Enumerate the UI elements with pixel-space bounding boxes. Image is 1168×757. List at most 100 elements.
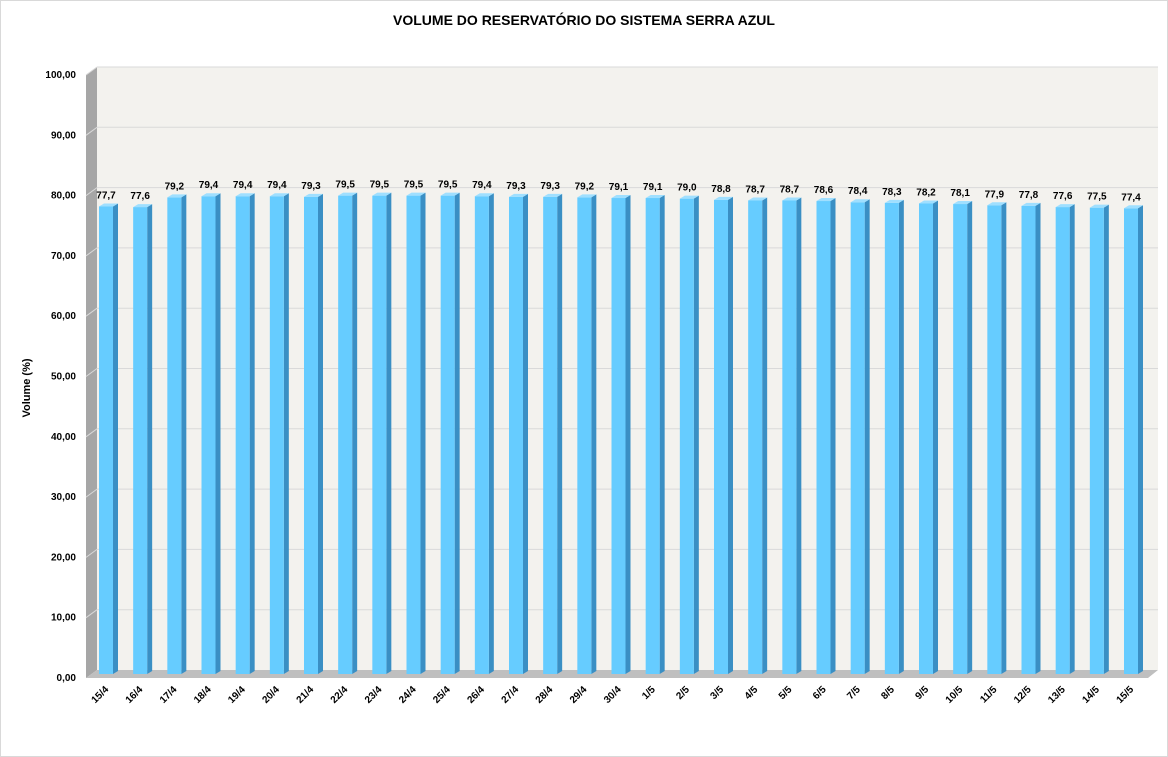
bar-side xyxy=(728,196,733,674)
bar-side xyxy=(215,193,221,674)
data-label: 78,3 xyxy=(882,187,902,198)
bar-top xyxy=(167,194,187,198)
bar-top xyxy=(816,198,836,202)
data-label: 79,5 xyxy=(370,180,390,191)
x-tick-label: 23/4 xyxy=(363,684,385,706)
bar xyxy=(201,196,216,674)
data-label: 78,7 xyxy=(780,184,800,195)
y-tick-label: 90,00 xyxy=(51,130,76,141)
bar-side xyxy=(249,193,255,674)
bar-top xyxy=(1124,205,1143,209)
bar xyxy=(440,195,455,675)
bar xyxy=(304,196,318,675)
data-label: 78,2 xyxy=(916,187,936,198)
bar-top xyxy=(748,197,768,201)
bar xyxy=(474,196,489,674)
gridline-side xyxy=(85,247,98,257)
y-tick-label: 80,00 xyxy=(51,191,76,202)
bar xyxy=(167,197,182,674)
bar-top xyxy=(406,192,426,196)
data-label: 79,4 xyxy=(199,180,219,191)
bar-side xyxy=(967,201,973,674)
bar-side xyxy=(557,193,563,675)
x-tick-label: 4/5 xyxy=(743,684,761,702)
data-label: 79,3 xyxy=(540,181,560,192)
bar xyxy=(269,196,284,674)
data-label: 77,6 xyxy=(1053,191,1073,202)
x-tick-label: 29/4 xyxy=(568,684,590,706)
bar xyxy=(953,204,968,674)
x-tick-label: 10/5 xyxy=(944,684,966,706)
data-label: 79,5 xyxy=(438,180,458,191)
bar xyxy=(99,206,113,674)
x-tick-label: 1/5 xyxy=(640,684,658,702)
bar-top xyxy=(338,192,358,196)
x-tick-label: 5/5 xyxy=(777,684,795,702)
bar xyxy=(372,195,387,675)
bar xyxy=(1055,207,1070,674)
bar-side xyxy=(1069,204,1075,674)
x-tick-label: 6/5 xyxy=(811,684,829,702)
data-label: 78,8 xyxy=(711,184,731,195)
data-label: 79,3 xyxy=(506,181,526,192)
gridline-side xyxy=(85,66,98,76)
y-tick-label: 50,00 xyxy=(51,372,76,383)
gridline-side xyxy=(85,187,98,197)
y-tick-label: 30,00 xyxy=(51,492,76,503)
bar xyxy=(1021,205,1036,674)
bar xyxy=(748,200,763,674)
data-label: 79,4 xyxy=(233,180,253,191)
x-tick-label: 15/4 xyxy=(90,684,112,706)
x-tick-label: 18/4 xyxy=(192,684,214,706)
data-label: 79,4 xyxy=(472,180,492,191)
bar xyxy=(987,205,1002,674)
data-label: 77,8 xyxy=(1019,190,1039,201)
bar-side xyxy=(318,193,323,675)
bar-side xyxy=(113,203,118,674)
data-label: 77,6 xyxy=(130,191,150,202)
bar-side xyxy=(283,193,289,674)
bar-top xyxy=(543,193,563,197)
bar-top xyxy=(919,200,938,204)
x-tick-label: 19/4 xyxy=(226,684,248,706)
bar xyxy=(714,199,728,674)
bar-top xyxy=(884,199,904,203)
x-tick-label: 20/4 xyxy=(260,684,282,706)
bar xyxy=(509,196,523,675)
y-tick-label: 100,00 xyxy=(45,70,76,81)
x-tick-label: 3/5 xyxy=(709,684,727,702)
bar-side xyxy=(625,195,631,675)
bar-top xyxy=(509,193,528,197)
bar-top xyxy=(440,192,460,196)
data-label: 79,1 xyxy=(643,182,663,193)
x-tick-label: 11/5 xyxy=(978,684,999,705)
data-label: 77,5 xyxy=(1087,192,1107,203)
bar-side xyxy=(1001,202,1007,674)
bar-side xyxy=(830,198,836,675)
x-tick-label: 7/5 xyxy=(845,684,863,702)
data-label: 77,4 xyxy=(1121,192,1141,203)
x-tick-label: 24/4 xyxy=(397,684,419,706)
x-tick-label: 8/5 xyxy=(879,684,897,702)
bar-side xyxy=(796,197,802,674)
bar-side xyxy=(864,199,870,675)
bar-top xyxy=(372,192,392,196)
data-label: 78,7 xyxy=(745,184,765,195)
bar-side xyxy=(1035,202,1041,674)
bar xyxy=(884,202,899,674)
data-label: 77,7 xyxy=(96,190,116,201)
bar xyxy=(850,202,865,675)
data-label: 78,4 xyxy=(848,186,868,197)
bar xyxy=(338,195,353,675)
bar-side xyxy=(1103,204,1109,675)
bar-top xyxy=(304,193,323,197)
x-tick-label: 30/4 xyxy=(602,684,624,706)
gridline-side xyxy=(85,548,98,558)
bar xyxy=(919,203,933,675)
x-tick-label: 16/4 xyxy=(124,684,146,706)
x-tick-label: 12/5 xyxy=(1012,684,1034,706)
y-tick-label: 10,00 xyxy=(51,613,76,624)
bar-top xyxy=(714,196,733,200)
data-label: 79,0 xyxy=(677,183,697,194)
